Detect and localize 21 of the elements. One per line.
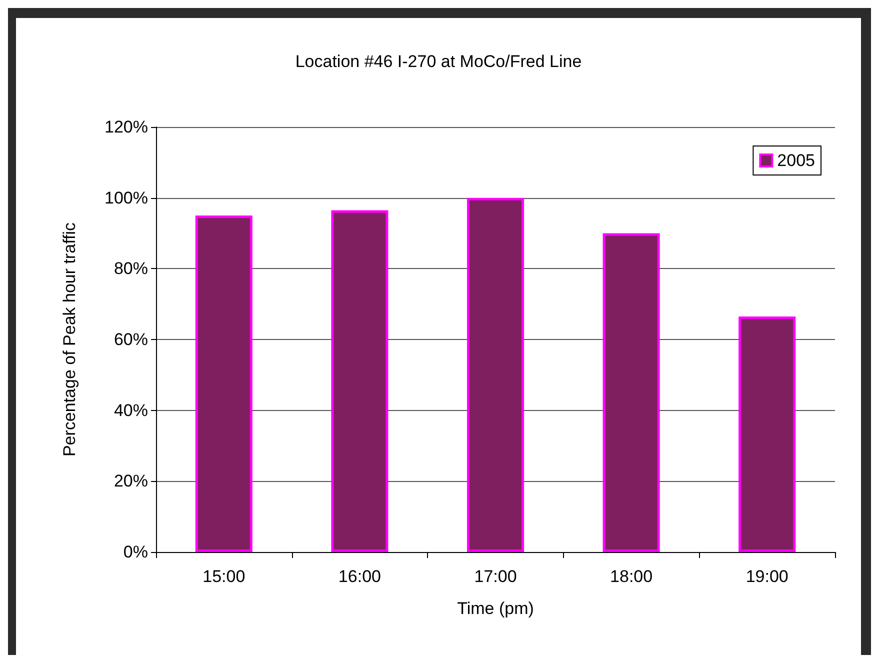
x-tick-label: 16:00 (338, 567, 381, 586)
bar (738, 316, 796, 552)
bar (466, 198, 524, 552)
chart-title: Location #46 I-270 at MoCo/Fred Line (295, 52, 582, 71)
y-tick-label: 120% (104, 118, 148, 136)
x-tick-label: 15:00 (202, 567, 246, 586)
y-tick-label: 20% (114, 472, 148, 491)
y-tick-label: 80% (114, 259, 148, 278)
y-tick-label: 0% (123, 542, 148, 562)
legend-label: 2005 (777, 151, 816, 170)
bar (331, 210, 388, 552)
bar (602, 233, 660, 552)
x-tick-label: 19:00 (746, 567, 788, 586)
y-tick-label: 100% (104, 188, 148, 208)
y-tick-label: 40% (114, 400, 148, 420)
y-axis-title: Percentage of Peak hour traffic (60, 222, 79, 457)
x-tick-label: 17:00 (474, 567, 517, 586)
y-tick-label: 60% (114, 330, 148, 349)
bar (195, 216, 252, 552)
x-axis-title: Time (pm) (457, 599, 534, 618)
x-tick-label: 18:00 (610, 567, 653, 586)
